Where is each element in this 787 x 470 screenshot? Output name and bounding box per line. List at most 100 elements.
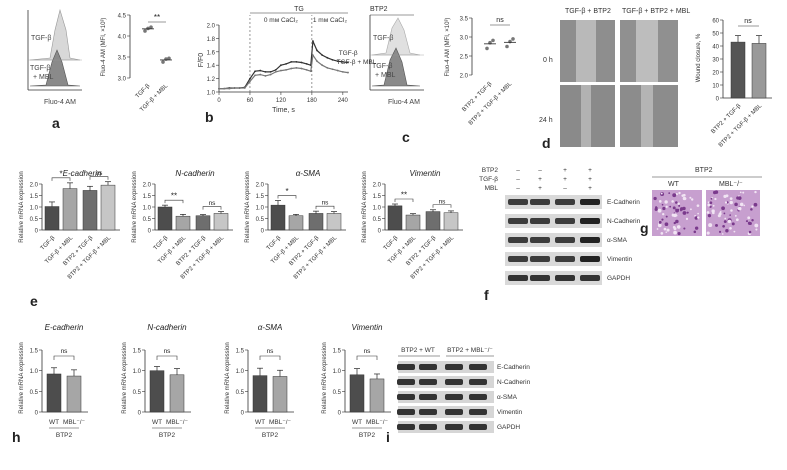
panel-b-seg1: 0 mм CaCl₂: [264, 17, 299, 24]
panel-e-ylabel: Relative mRNA expression: [19, 171, 25, 242]
panel-e-bar: [195, 215, 211, 231]
panel-f-band: [508, 256, 528, 262]
panel-c-hist-label-2a: TGF-β: [372, 63, 392, 70]
panel-c-point: [511, 37, 515, 41]
panel-b-y-tick-label: 1.6: [207, 50, 216, 56]
panel-e-bar: [443, 212, 459, 231]
panel-g-texture: [673, 227, 677, 231]
panel-e-ylabel: Relative mRNA expression: [362, 171, 368, 242]
panel-b-xtick-label: 0: [217, 98, 221, 104]
panel-g-texture: [748, 221, 752, 226]
panel-g-texture: [662, 212, 665, 216]
panel-b-point: [300, 61, 303, 64]
panel-h-bar: [272, 376, 288, 413]
panel-g-texture: [751, 218, 754, 222]
panel-g-texture: [694, 214, 697, 217]
panel-e-y-tick-label: 2.0: [143, 183, 152, 189]
panel-a-point: [149, 25, 153, 29]
panel-g-texture: [696, 204, 700, 207]
panel-e-y-tick-label: 2.0: [373, 183, 382, 189]
panel-b-point: [341, 71, 344, 73]
panel-b-top-label: TG: [294, 6, 304, 13]
panel-b-point: [259, 73, 262, 76]
panel-e-bar: [175, 215, 191, 231]
panel-b-point: [331, 68, 334, 71]
panel-h-y-tick-label: 1.0: [333, 369, 342, 375]
panel-c-ylabel: Fluo-4 AM (MFI, ×10³): [445, 18, 451, 77]
panel-a-point: [167, 56, 171, 61]
panel-h-y-tick-label: 0: [241, 411, 245, 417]
panel-e-sig-bar: [202, 206, 222, 210]
panel-d-y-tick-label: 20: [712, 71, 719, 77]
panel-h-sig-bar: [53, 355, 75, 360]
panel-e-sig-bar: [394, 198, 414, 203]
panel-d-row1: 0 h: [543, 57, 553, 64]
panel-e-y-tick-label: 0: [35, 229, 39, 235]
panel-e-sig: ns: [96, 170, 104, 177]
panel-b-point: [259, 69, 262, 72]
panel-g-texture: [665, 215, 668, 218]
panel-a-sig: **: [154, 13, 160, 22]
panel-e-sig: **: [171, 192, 177, 201]
panel-f-sign: +: [538, 185, 542, 192]
panel-g-texture: [725, 229, 729, 233]
panel-f-band: [580, 275, 600, 281]
panel-a-xlabel: Fluo-4 AM: [44, 99, 76, 106]
panel-d-row2: 24 h: [539, 117, 553, 124]
panel-c-y-tick-label: 3.5: [460, 17, 469, 23]
panel-g-texture: [721, 233, 724, 235]
panel-f-band: [508, 199, 528, 205]
panel-c-point: [505, 44, 509, 49]
panel-g-texture: [711, 209, 715, 213]
panel-e-y-tick-label: 1.5: [256, 194, 265, 200]
panel-g-texture: [707, 214, 712, 218]
panel-a-hist-label-2a: TGF-β: [30, 65, 50, 72]
panel-i-band: [445, 424, 463, 430]
panel-g-texture: [722, 224, 725, 228]
panel-e-bar: [387, 205, 403, 231]
panel-g-texture: [729, 226, 732, 230]
panel-f-western-blot: BTP2 – – + + TGF-β – + + + MBL – + – + E-Cadherin N-Cadh…: [479, 167, 641, 285]
panel-h-xtick-label: WT: [152, 419, 162, 426]
panel-g-texture: [660, 192, 663, 195]
panel-h-y-tick-label: 1.5: [236, 349, 245, 355]
panel-b-y-tick-label: 2.0: [207, 24, 216, 30]
panel-h-xtick-label: MBL⁻/⁻: [366, 419, 389, 426]
panel-h-sig: ns: [164, 348, 172, 355]
panel-f-band: [555, 275, 575, 281]
panel-g-texture: [709, 201, 713, 205]
panel-d-y-tick-label: 30: [712, 58, 719, 64]
panel-f-band: [580, 218, 600, 224]
panel-g-texture: [734, 202, 738, 207]
panel-e-sig: **: [401, 191, 407, 200]
panel-e-y-tick-label: 0.5: [30, 217, 39, 223]
panel-b-point: [309, 70, 312, 73]
panel-g-texture: [655, 206, 658, 209]
panel-d-bar: [730, 41, 746, 99]
panel-i-band: [445, 409, 463, 415]
panel-i-band-label: N-Cadherin: [497, 379, 531, 386]
panel-h-group-label: BTP2: [159, 432, 176, 439]
panel-g-texture: [690, 198, 694, 201]
panel-b-point: [269, 71, 272, 73]
panel-h-y-tick-label: 0: [35, 411, 39, 417]
panel-b-point: [347, 71, 349, 74]
panel-f-band-label: N-Cadherin: [607, 218, 641, 225]
panel-h-mrna-bars: E-cadherin 0 0.5 1.0 1.5 Relative mRNA expres…: [19, 323, 391, 439]
panel-b-point: [336, 60, 339, 63]
panel-b-series-line: [219, 53, 349, 90]
panel-g-texture: [669, 205, 672, 208]
panel-g-texture: [676, 225, 681, 229]
panel-f-sign: –: [538, 167, 542, 174]
panel-c-y-tick-label: 2.5: [460, 55, 469, 61]
panel-b-xtick-label: 60: [247, 98, 254, 104]
panel-g-texture: [742, 191, 745, 194]
panel-e-y-tick-label: 2.0: [256, 183, 265, 189]
panel-f-band-label: GAPDH: [607, 275, 630, 282]
panel-g-texture: [724, 217, 727, 220]
panel-e-bar: [62, 188, 78, 231]
panel-label-f: f: [484, 287, 489, 303]
panel-h-sig: ns: [267, 348, 275, 355]
panel-i-western-blot: BTP2 + WT BTP2 + MBL⁻/⁻ E-Cadherin N-Cadher…: [397, 347, 531, 433]
